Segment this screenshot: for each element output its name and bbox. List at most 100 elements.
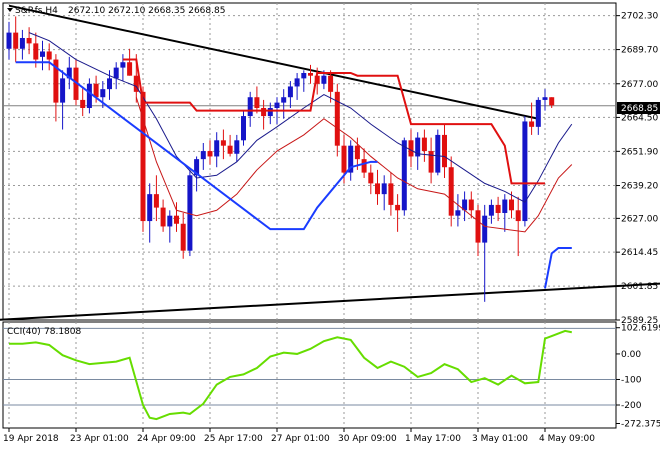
candle: [60, 70, 66, 130]
candle: [214, 132, 220, 168]
candle-body: [33, 43, 39, 60]
candle: [375, 169, 380, 205]
cci-grid: [3, 327, 616, 406]
candle-body: [207, 151, 213, 157]
candle-body: [174, 215, 179, 224]
candle-body: [294, 78, 300, 87]
candle-body: [435, 134, 441, 173]
price-tick-label: 2664.50: [621, 113, 658, 123]
candle-body: [100, 89, 106, 98]
candle-body: [314, 75, 320, 84]
candle-body: [113, 67, 119, 79]
candle-body: [375, 183, 380, 195]
candle: [86, 78, 92, 114]
candle: [174, 202, 179, 232]
candle: [435, 129, 441, 176]
candle: [535, 97, 541, 135]
candle-body: [127, 62, 133, 76]
candle-body: [214, 140, 220, 157]
candle: [40, 40, 45, 71]
candle: [448, 156, 454, 227]
candle: [153, 175, 159, 222]
candle: [127, 48, 133, 76]
ma-slow-line: [28, 32, 573, 203]
candle: [180, 212, 186, 259]
candle: [428, 137, 434, 184]
candle: [348, 140, 354, 181]
candle: [401, 137, 407, 216]
cci-header: CCI(40) 78.1808: [7, 327, 81, 337]
candle: [187, 169, 193, 257]
candle-body: [274, 102, 280, 108]
candle: [160, 199, 166, 232]
candle: [227, 134, 233, 157]
candle: [328, 70, 334, 103]
candle-body: [194, 159, 200, 176]
candle: [415, 132, 421, 170]
candle: [502, 194, 508, 232]
candle: [261, 99, 267, 130]
stop-line: [122, 58, 545, 185]
candle-body: [354, 145, 360, 160]
support-segment: [544, 246, 572, 289]
support-segment: [15, 61, 378, 231]
candle: [395, 194, 401, 232]
candle: [80, 86, 86, 117]
candle-body: [281, 97, 287, 103]
candle: [247, 91, 253, 127]
trendline: [0, 282, 660, 321]
candle-body: [361, 159, 367, 173]
cci-axis: 102.6199 0.00 -100 -200 -272.3754: [616, 324, 660, 429]
chart-header: S&P.fs,H4 2672.10 2672.10 2668.35 2668.8…: [7, 6, 225, 16]
candle-body: [535, 99, 541, 127]
candle-body: [107, 78, 112, 90]
candle: [113, 62, 119, 90]
candle-body: [482, 215, 488, 243]
candle-body: [19, 37, 25, 49]
price-tick-label: 2614.45: [621, 248, 658, 258]
candle: [442, 124, 447, 178]
candle-body: [381, 183, 387, 195]
candle: [455, 194, 461, 227]
candle: [234, 134, 240, 162]
candle-body: [220, 140, 226, 146]
dropdown-arrow-icon[interactable]: [7, 8, 13, 12]
candle: [475, 204, 481, 257]
candle: [301, 70, 307, 92]
candle-body: [522, 121, 528, 222]
candle-body: [73, 67, 79, 100]
candle-body: [133, 75, 139, 92]
candle-body: [395, 204, 401, 211]
candle-body: [495, 204, 501, 213]
trendline: [8, 4, 539, 120]
candle: [488, 199, 494, 224]
time-tick-label: 25 Apr 17:00: [204, 434, 263, 444]
candle-body: [53, 59, 59, 103]
candle-body: [60, 78, 66, 103]
candle-body: [468, 199, 474, 211]
candle-body: [368, 172, 374, 184]
candle-body: [227, 145, 233, 154]
cci-tick-label: -200: [621, 401, 642, 411]
price-tick-label: 2627.00: [621, 214, 658, 224]
candle: [267, 102, 273, 125]
cci-value: 78.1808: [44, 327, 81, 337]
candle: [147, 183, 153, 243]
candle: [200, 142, 206, 170]
candle: [462, 191, 468, 222]
candle-body: [160, 207, 166, 227]
candle: [207, 140, 213, 165]
candle-body: [462, 199, 468, 211]
time-tick-label: 4 May 09:00: [539, 434, 595, 444]
support-line: [15, 61, 572, 289]
candle: [140, 86, 146, 232]
candle: [26, 27, 32, 55]
candle: [529, 102, 535, 135]
candle: [6, 21, 12, 60]
candle-body: [321, 75, 327, 84]
candle-body: [241, 116, 246, 141]
candle-body: [341, 145, 347, 173]
candle: [13, 16, 19, 63]
candle: [381, 175, 387, 211]
